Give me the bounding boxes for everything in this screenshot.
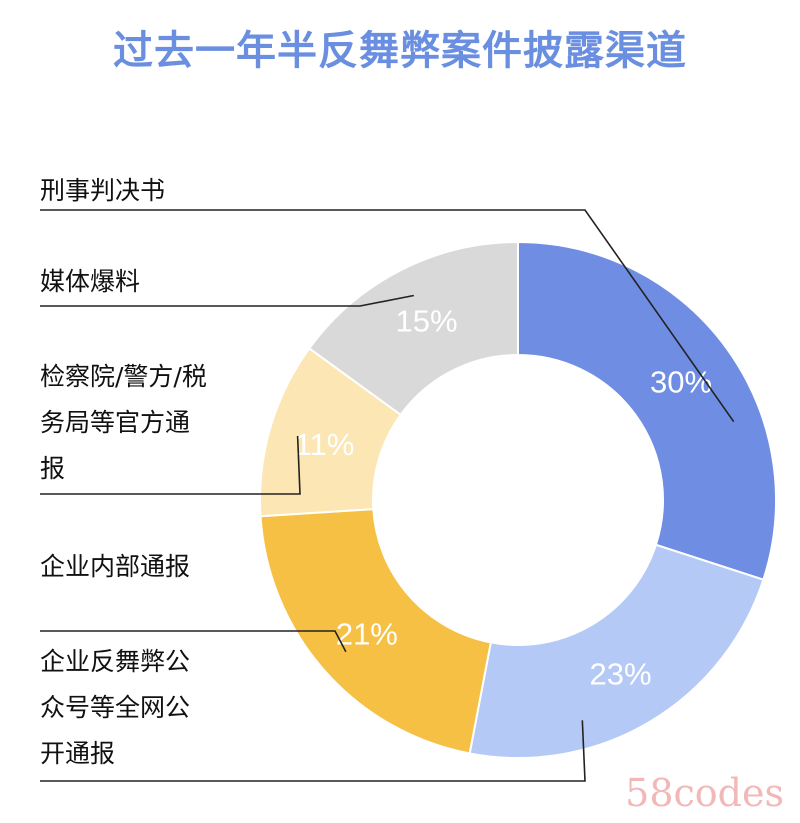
legend-label-xingshi: 刑事判决书	[40, 176, 166, 205]
legend-label-jianchayuan: 检察院/警方/税 务局等官方通 报	[40, 362, 207, 483]
chart-title: 过去一年半反舞弊案件披露渠道	[113, 28, 687, 74]
slice-percent-label-jianchayuan: 11%	[295, 427, 355, 462]
slice-percent-label-gongzhonghao: 23%	[590, 656, 652, 691]
leader-line-meiti	[40, 294, 414, 307]
leader-line-neibu	[40, 630, 347, 653]
legend-label-gongzhonghao: 企业反舞弊公 众号等全网公 开通报	[40, 647, 191, 768]
legend-label-neibu: 企业内部通报	[40, 552, 191, 581]
donut-slice-neibu	[259, 508, 492, 755]
leader-line-gongzhonghao	[40, 720, 586, 782]
donut-slice-gongzhonghao	[468, 543, 765, 759]
donut-slice-meiti	[307, 240, 519, 417]
watermark-text: 58codes	[625, 771, 784, 815]
legend-label-meiti: 媒体爆料	[40, 267, 141, 296]
slice-percent-label-xingshi: 30%	[650, 365, 712, 400]
leader-line-xingshi	[40, 209, 735, 423]
slice-percent-label-meiti: 15%	[395, 303, 457, 338]
slice-percent-label-neibu: 21%	[336, 616, 398, 651]
leader-line-jianchayuan	[40, 435, 301, 495]
donut-slice-xingshi	[517, 240, 777, 581]
